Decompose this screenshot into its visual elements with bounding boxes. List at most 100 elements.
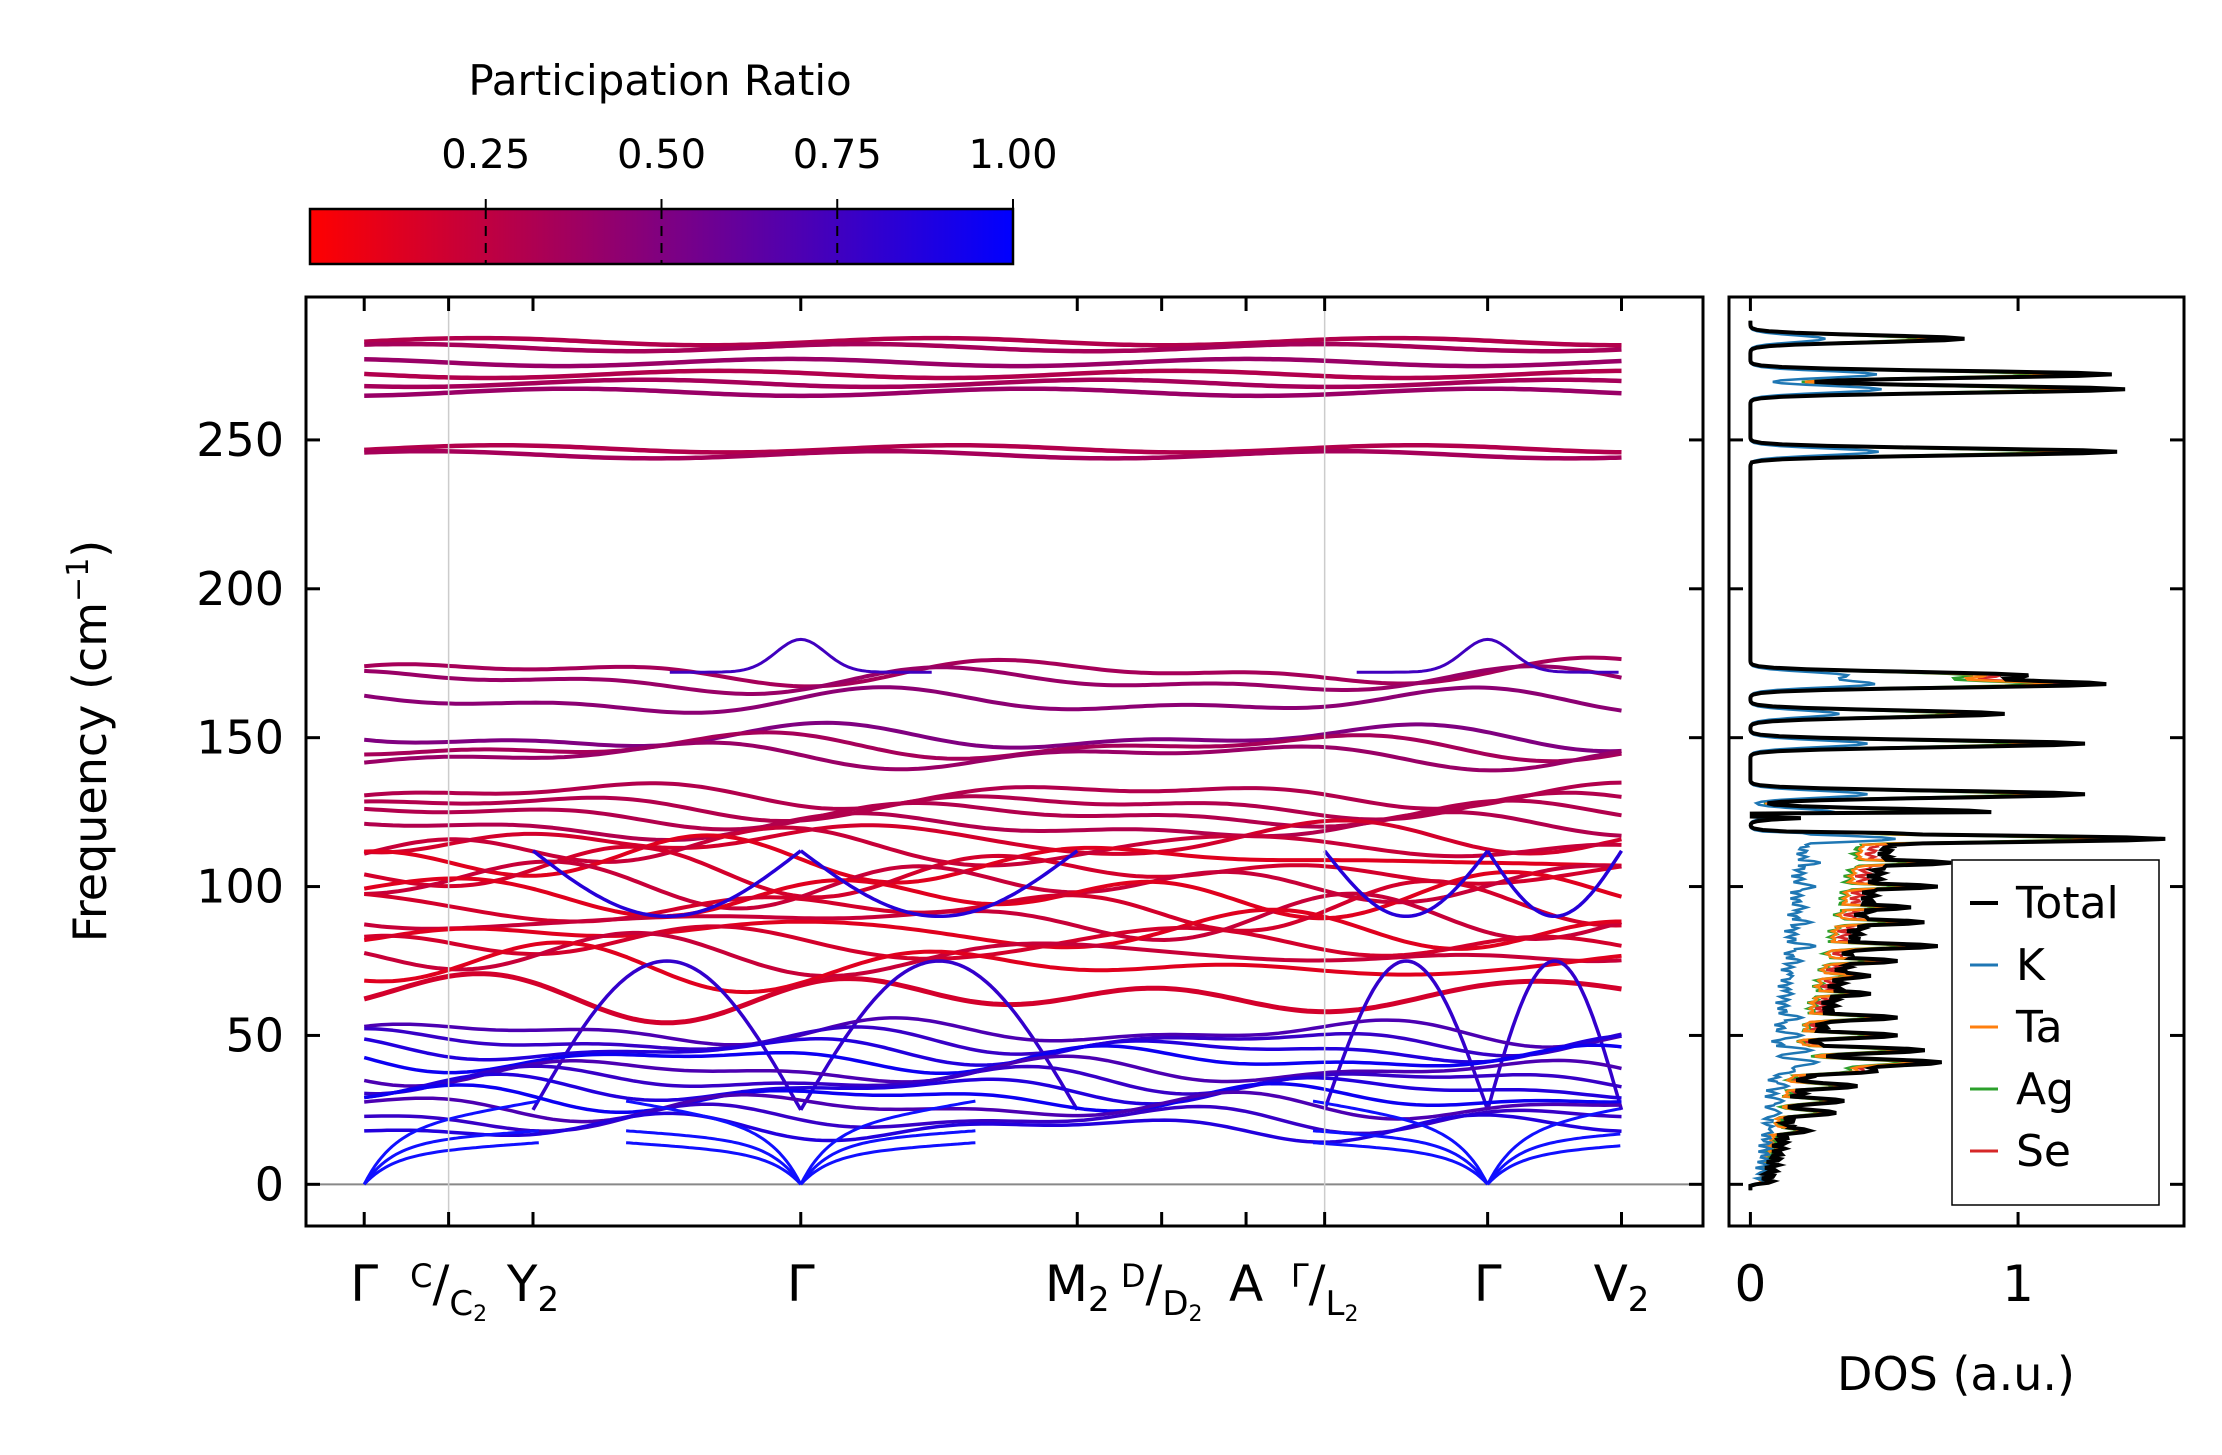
band-mid-14 [364,859,1622,911]
x-tick-label-4-sub: 2 [1088,1280,1110,1320]
x-tick-label-5-left: D [1121,1257,1146,1295]
colorbar: Participation Ratio 0.25 0.50 0.75 1.00 [308,56,1058,266]
band-high-3 [364,368,1622,381]
band-arch-1 [799,959,1079,1111]
band-arch-top-3 [1486,849,1623,919]
band-acoustic-2-l-2 [1312,1141,1489,1186]
x-tick-label-7-left: Γ [1291,1257,1309,1295]
band-acoustic-1-l-1 [625,1129,803,1186]
band-arch-top-0 [531,849,802,919]
band-acoustic-1-l-2 [626,1141,802,1186]
band-low-5 [364,1064,1622,1096]
band-acoustic-1-r-1 [799,1129,976,1186]
band-mid-1 [364,664,1622,696]
x-tick-label-8: Γ [1474,1255,1502,1313]
band-mid-7 [364,790,1622,823]
x-tick-label-2: Y2 [506,1255,559,1320]
x-tick-label-5-right: D [1162,1284,1188,1324]
y-tick-label-5: 250 [196,413,284,467]
dos-line-total [1748,320,2166,1191]
band-high-0 [364,335,1622,348]
y-tick-label-2: 100 [196,860,284,914]
band-peak-1 [1356,637,1619,674]
band-mid-12 [364,833,1622,885]
band-acoustic-1-r-0 [799,1099,976,1186]
y-tick-label-0: 0 [255,1157,284,1211]
x-tick-label-9: V2 [1594,1255,1650,1320]
x-tick-label-1: C/C2 [410,1255,487,1327]
band-peak-0 [669,637,932,674]
band-acoustic-0-r-2 [363,1141,539,1186]
band-mid-9 [364,810,1622,842]
y-axis-label-main: Frequency (cm [63,602,117,942]
legend-frame [1951,859,2160,1206]
x-tick-label-2-main: Y [506,1255,538,1313]
band-acoustic-0-r-0 [362,1099,540,1186]
legend-label-k: K [2016,940,2046,991]
legend-label-ta: Ta [2015,1002,2063,1053]
x-tick-label-5: D/D2 [1121,1255,1203,1327]
band-acoustic-0-r-1 [362,1129,539,1186]
band-low-10 [364,1111,1622,1144]
colorbar-tick-label-1: 0.50 [617,132,706,178]
x-tick-label-1-sub2: 2 [473,1302,487,1327]
band-arch-3 [1485,959,1624,1111]
band-low-2 [363,1034,1622,1067]
dos-legend: Total K Ta Ag Se [1951,859,2160,1206]
colorbar-ticks: 0.25 0.50 0.75 1.00 [441,132,1058,264]
band-high-6 [364,443,1622,455]
x-tick-label-1-slash: / [432,1255,449,1313]
band-frame [304,295,1705,1228]
band-mid-6 [364,780,1622,811]
x-tick-label-9-sub: 2 [1628,1280,1650,1320]
band-acoustic-2-l-0 [1312,1099,1489,1186]
x-tick-label-0-main: Γ [350,1255,378,1313]
x-tick-label-0: Γ [350,1255,378,1313]
x-tick-label-7-sub2: 2 [1344,1302,1358,1327]
band-mid-2 [363,685,1622,715]
dos-x-tick-label-1: 1 [2002,1255,2034,1313]
band-arch-0 [531,959,803,1111]
dos-frame [1727,295,2186,1228]
x-tick-label-6: A [1229,1255,1263,1313]
x-tick-label-9-main: V [1594,1255,1628,1313]
colorbar-title: Participation Ratio [468,56,851,105]
band-low-0 [363,1016,1622,1049]
y-tick-label-3: 150 [196,711,284,765]
x-tick-label-1-left: C [410,1257,432,1295]
band-mid-13 [363,844,1622,900]
legend-label-total: Total [2015,878,2119,929]
band-low-8 [364,1090,1622,1124]
x-tick-label-7-slash: / [1309,1255,1326,1313]
legend-items: Total K Ta Ag Se [1970,878,2119,1177]
colorbar-tick-label-0: 0.25 [441,132,530,178]
band-mid-18 [363,907,1622,951]
x-tick-label-1-right: C [449,1284,473,1324]
band-arch-top-1 [799,849,1079,919]
colorbar-tick-label-3: 1.00 [968,132,1057,178]
band-high-7 [364,448,1622,461]
band-mid-17 [363,891,1623,942]
dos-x-tick-label-0: 0 [1735,1255,1767,1313]
x-tick-label-7-right: L [1326,1284,1345,1324]
x-tick-label-2-sub: 2 [537,1280,559,1320]
band-high-1 [364,341,1622,354]
x-tick-label-4: M2 [1045,1255,1110,1320]
band-acoustic-2-l-1 [1312,1129,1489,1186]
band-mid-10 [364,818,1622,856]
dos-x-axis-label: DOS (a.u.) [1837,1347,2075,1401]
x-tick-label-5-sub2: 2 [1189,1302,1203,1327]
band-mid-19 [364,924,1622,961]
y-axis-label: Frequency (cm−1) [61,540,117,943]
band-high-2 [364,356,1622,369]
band-acoustic-2-r-1 [1486,1132,1621,1186]
band-mid-21 [364,940,1622,995]
x-tick-label-5-slash: / [1145,1255,1162,1313]
band-low-6 [364,1072,1622,1106]
band-mid-22 [363,971,1622,1026]
legend-label-ag: Ag [2016,1064,2074,1115]
